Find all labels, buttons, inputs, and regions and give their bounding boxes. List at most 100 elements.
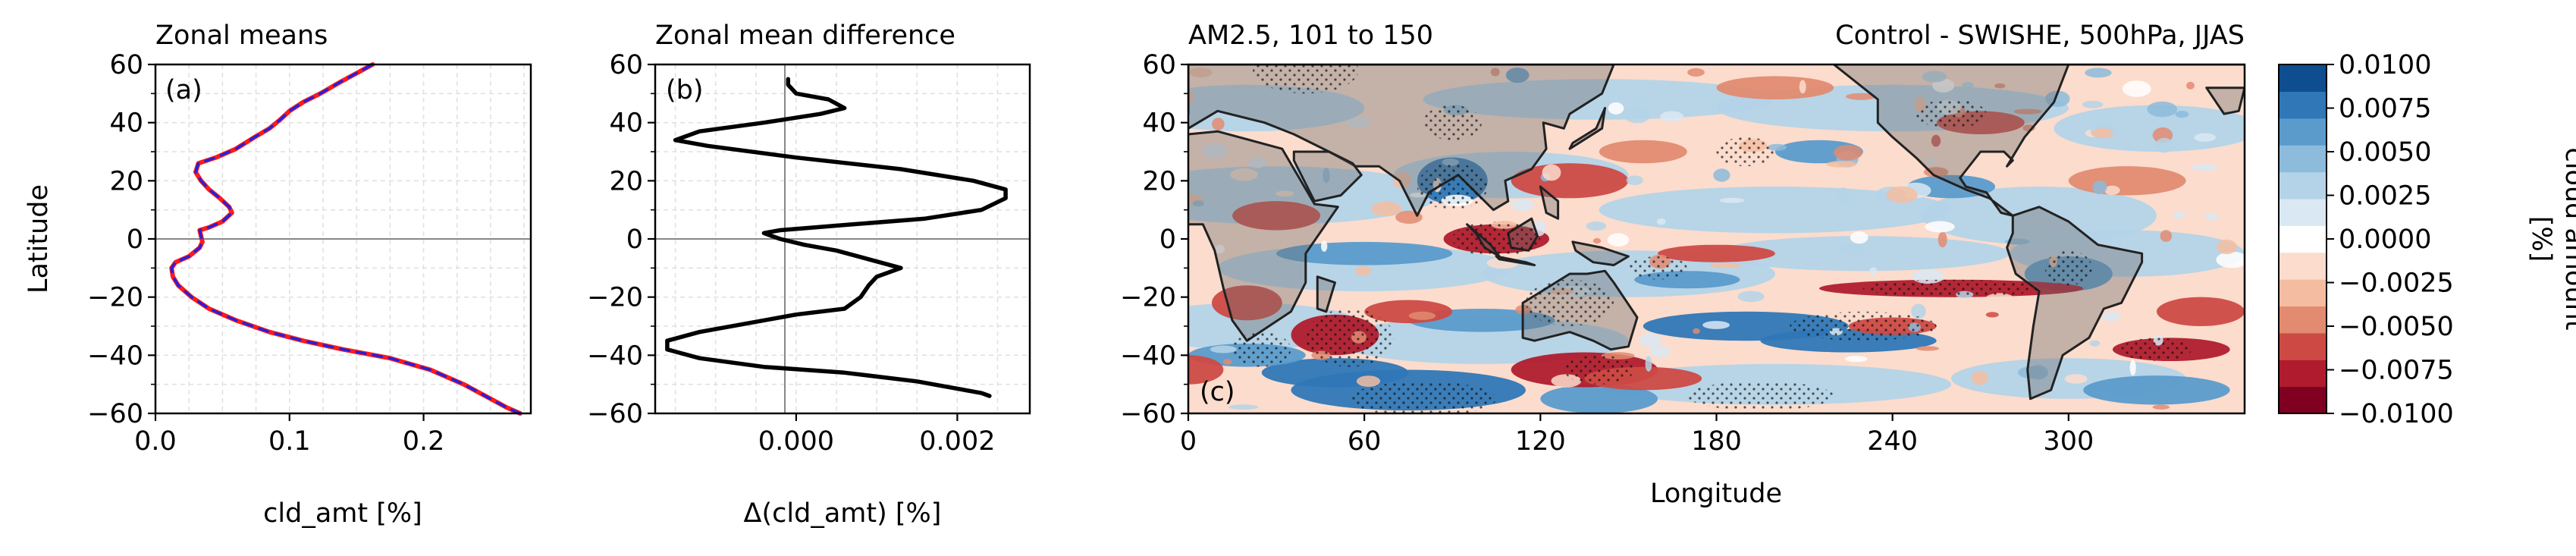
field-patch [2082,100,2104,108]
field-patch [2204,213,2219,221]
negative-anomaly [2157,297,2245,326]
colorbar-tick-label: 0.0050 [2339,137,2431,168]
y-tick-label: 60 [1142,50,1176,80]
stipple-region [2121,338,2192,362]
field-patch [1366,119,1400,131]
field-patch [1925,157,1935,163]
y-tick-label: 20 [609,166,643,196]
field-patch [1321,240,1328,252]
field-patch [1869,267,1878,275]
field-patch [1826,161,1857,168]
field-patch [1323,168,1330,184]
field-patch [1511,199,1534,211]
field-patch [1687,68,1705,77]
colorbar-swatch [2279,306,2327,334]
colorbar-tick-label: −0.0075 [2339,356,2454,386]
field-patch [1626,175,1643,185]
negative-anomaly [1658,244,1775,262]
field-patch [1837,187,1850,203]
stipple-region [1417,163,1488,210]
field-patch [2152,404,2170,410]
field-patch [2045,90,2070,107]
positive-anomaly [2083,375,2230,405]
colorbar-swatch [2279,145,2327,173]
field-patch [1275,190,1294,197]
colorbar-swatch [2279,118,2327,146]
stipple-region [1305,309,1394,367]
colorbar-swatch [2279,64,2327,92]
field-patch [1505,68,1530,83]
x-tick-label: 0.000 [758,426,834,457]
field-patch [1356,375,1381,387]
field-patch [2085,68,2112,78]
x-tick-label: 0.002 [919,426,995,457]
positive-anomaly [1922,186,2157,245]
panel-a-xlabel: cld_amt [%] [263,498,422,529]
y-tick-label: −60 [87,399,143,429]
map-plot-area [1188,64,2245,413]
landmass [1495,255,1536,266]
negative-anomaly [1232,201,1321,231]
x-tick-label: 240 [1867,426,1918,457]
y-tick-label: 0 [1159,225,1176,255]
field-patch [1799,80,1806,94]
field-patch [1649,346,1671,357]
field-patch [2186,81,2195,90]
colorbar-tick-label: 0.0000 [2339,225,2431,255]
y-tick-label: 0 [127,225,143,255]
colorbar-swatch [2279,252,2327,280]
field-patch [2129,360,2136,376]
panel-c-title-right: Control - SWISHE, 500hPa, JJAS [1835,20,2245,51]
field-patch [1645,356,1652,372]
field-patch [1962,81,1974,90]
colorbar-label-line: [%] [2526,216,2556,262]
field-patch [1911,303,1926,319]
field-patch [2160,230,2173,242]
colorbar-ticks: −0.0100 −0.0075 −0.0050 −0.0025 0.0000 0.0025… [2327,50,2454,429]
field-patch [2173,211,2185,219]
x-tick-label: 0.2 [403,426,445,457]
positive-anomaly [1188,84,1365,132]
field-patch [1212,118,1225,130]
field-patch [2092,181,2107,194]
field-patch [1737,291,1765,303]
field-patch [1188,68,1213,77]
stipple-region [1564,355,1635,385]
field-patch [1657,218,1666,225]
positive-anomaly [1716,236,2010,272]
field-patch [1542,164,1561,181]
field-patch [1586,221,1607,231]
continent-outlines [1188,64,2245,401]
field-patch [1215,244,1225,253]
colorbar-swatch [2279,225,2327,253]
panel-c: AM2.5, 101 to 150 Control - SWISHE, 500h… [1120,20,2246,509]
field-patch [1210,345,1237,353]
y-tick-label: 0 [626,225,643,255]
colorbar-tick-label: 0.0100 [2339,50,2431,80]
field-patch [1971,371,1989,385]
field-patch [1984,293,2016,308]
y-tick-label: 20 [1142,166,1176,196]
field-patch [1710,262,1742,269]
field-patch [2217,239,2238,255]
field-patch [1228,404,1259,410]
y-tick-label: −20 [587,283,643,313]
field-patch [1248,156,1266,168]
landmass [1292,150,1363,203]
colorbar-tick-label: −0.0025 [2339,269,2454,299]
stipple-region [1628,256,1687,280]
stipple-region [1863,279,2040,297]
y-tick-label: −20 [87,283,143,313]
field-patch [2147,101,2178,118]
panel-a: Zonal means −60 −40 −20 0 20 40 60 0.0 0.1 0.2 (a… [24,20,532,529]
colorbar-tick-label: −0.0100 [2339,399,2454,429]
x-tick-label: 120 [1515,426,1566,457]
panel-a-axes: −60 −40 −20 0 20 40 60 0.0 0.1 0.2 [87,50,444,457]
field-patch [2155,137,2174,153]
field-patch [1188,90,1194,104]
y-tick-label: 60 [609,50,643,80]
colorbar-label-line: cloud amount [2559,148,2576,331]
field-patch [2013,108,2042,115]
field-patch [2089,340,2101,347]
negative-anomaly [1599,140,1687,164]
